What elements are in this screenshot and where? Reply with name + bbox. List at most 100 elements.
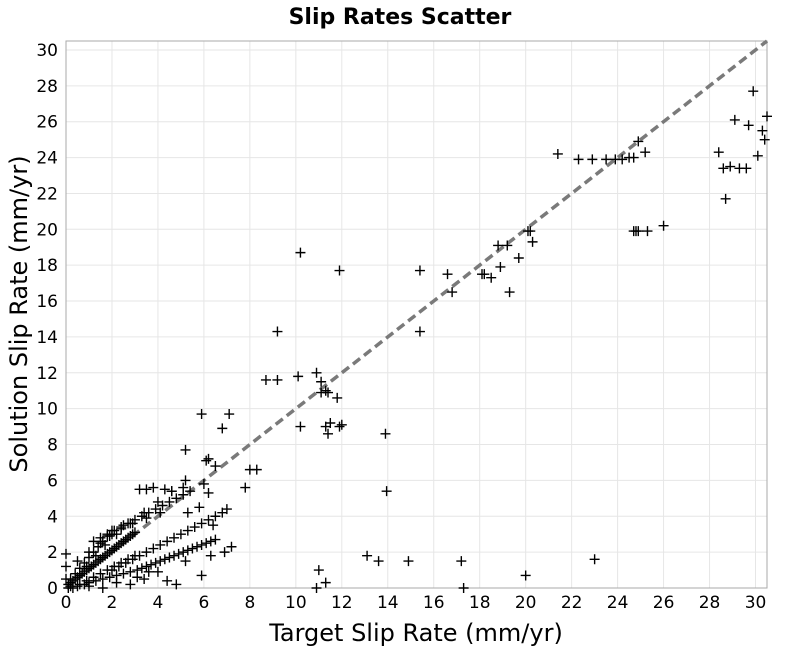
data-point [143,566,154,577]
grid [65,41,767,589]
data-point [178,482,189,493]
data-point [155,539,166,550]
data-point [90,575,101,586]
data-point [196,539,207,550]
data-point [617,154,628,165]
data-point [486,272,497,283]
data-point [226,541,237,552]
data-point [102,529,113,540]
data-point [189,522,200,533]
data-point [132,572,143,583]
data-points [61,86,772,593]
data-point [447,287,458,298]
data-point [752,150,763,161]
data-point [373,556,384,567]
data-point [141,513,152,524]
data-point [311,367,322,378]
data-point [104,530,115,541]
y-tick-label: 2 [47,543,58,563]
data-point [152,566,163,577]
data-point [97,583,108,593]
data-point [148,482,159,493]
data-point [217,423,228,434]
data-point [458,583,469,593]
data-point [633,136,644,147]
data-point [152,496,163,507]
data-point [658,220,669,231]
data-point [642,226,653,237]
data-point [640,147,651,158]
x-tick-label: 12 [331,593,353,613]
data-point [759,134,770,145]
data-point [83,552,94,563]
data-point [136,563,147,574]
data-point [201,455,212,466]
data-point [720,193,731,204]
data-point [210,511,221,522]
data-point [205,536,216,547]
y-tick-label: 16 [36,292,58,312]
data-point [111,529,122,540]
x-tick-label: 14 [377,593,399,613]
data-point [725,161,736,172]
data-point [513,253,524,264]
data-point [210,461,221,472]
y-tick-label: 20 [36,220,58,240]
data-point [72,581,83,592]
data-point [332,392,343,403]
data-point [203,453,214,464]
data-point [100,539,111,550]
data-point [74,568,85,579]
data-point [146,559,157,570]
data-point [224,409,235,420]
x-tick-label: 2 [107,593,118,613]
data-point [479,269,490,280]
data-point [219,547,230,558]
data-point [336,419,347,430]
data-point [88,536,99,547]
x-tick-label: 30 [745,593,767,613]
data-point [150,557,161,568]
plot-frame [65,40,768,589]
data-point [118,568,129,579]
data-point [171,493,182,504]
data-point [520,570,531,581]
data-point [295,421,306,432]
data-point [148,543,159,554]
x-axis-ticks: 0 2 4 6 8 10 12 14 16 18 20 22 24 26 28 30 [61,593,767,613]
x-tick-label: 16 [423,593,445,613]
data-point [95,532,106,543]
data-point [362,550,373,561]
y-tick-label: 22 [36,184,58,204]
data-point [173,548,184,559]
data-point [127,554,138,565]
data-point [169,550,180,561]
data-point [334,421,345,432]
data-point [403,556,414,567]
data-point [127,518,138,529]
x-tick-label: 24 [607,593,629,613]
data-point [414,326,425,337]
data-point [205,550,216,561]
data-point [120,557,131,568]
data-point [380,428,391,439]
data-point [260,374,271,385]
data-point [414,265,425,276]
data-point [83,581,94,592]
y-tick-label: 8 [47,436,58,456]
data-point [381,486,392,497]
data-point [139,507,150,518]
y-axis-label: Solution Slip Rate (mm/yr) [5,155,33,472]
data-point [61,548,71,559]
data-point [628,152,639,163]
data-point [320,385,331,396]
data-point [456,556,467,567]
data-point [125,579,136,590]
data-point [90,550,101,561]
data-point [196,518,207,529]
x-tick-label: 20 [515,593,537,613]
data-point [141,484,152,495]
y-tick-label: 18 [36,256,58,276]
data-point [748,86,759,97]
data-point [155,556,166,567]
